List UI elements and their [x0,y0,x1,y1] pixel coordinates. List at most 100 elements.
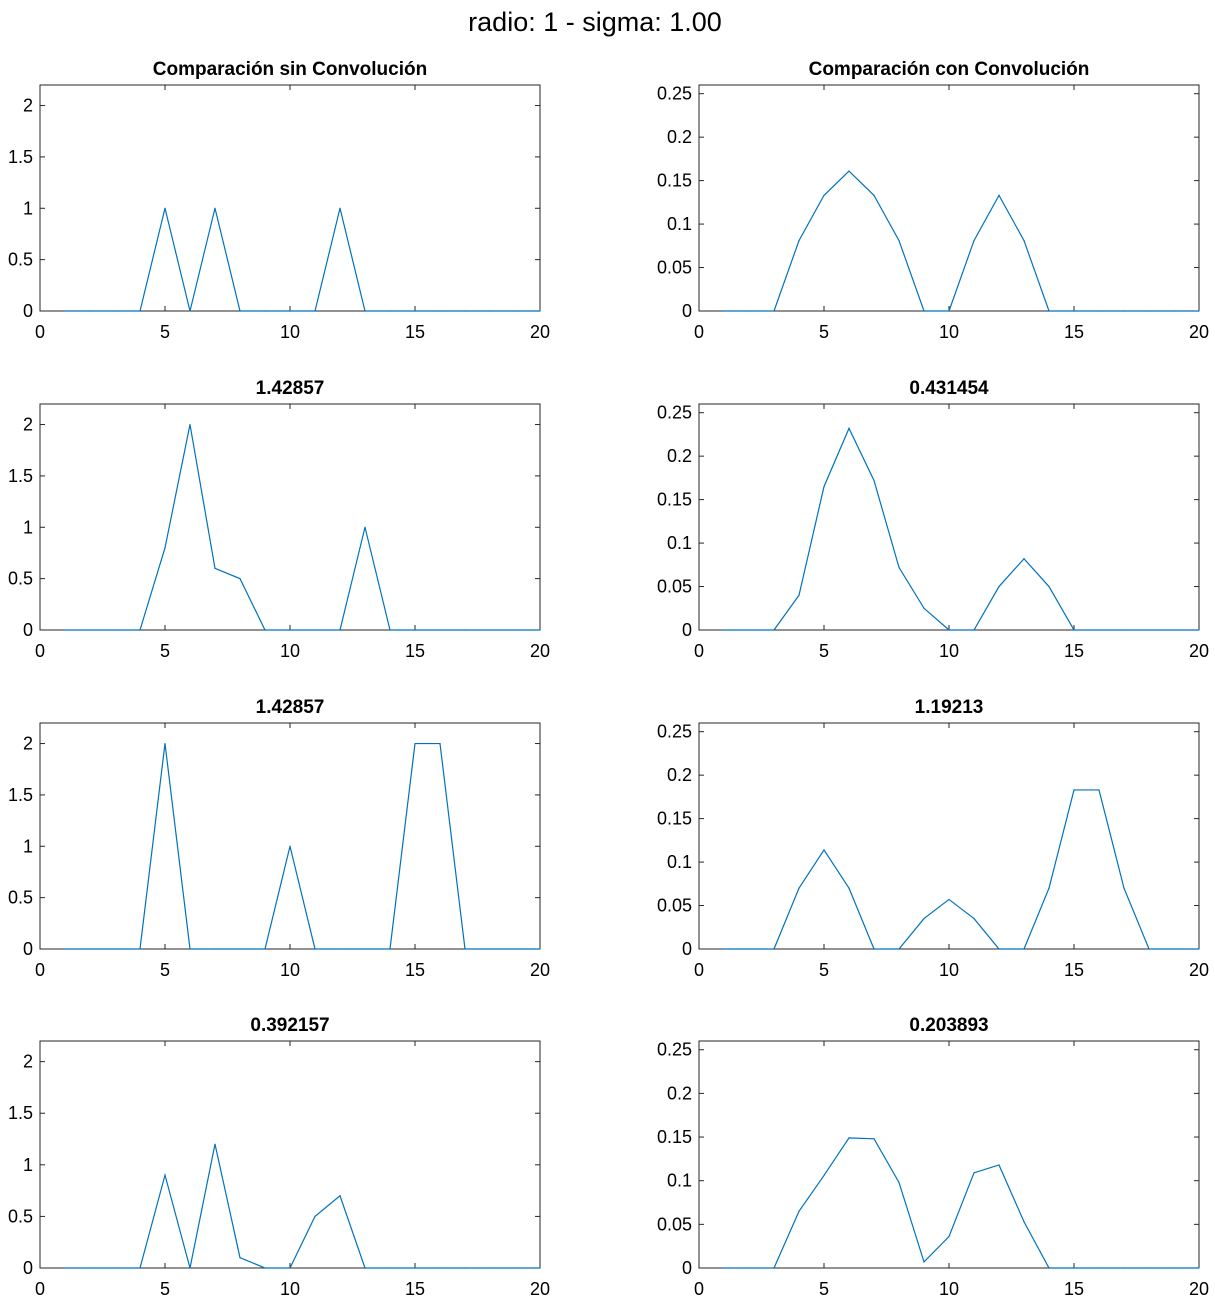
data-point [948,898,950,901]
x-tick-label: 20 [1189,960,1209,980]
y-tick-label: 0.5 [8,1206,33,1226]
data-point [514,310,516,312]
data-point [848,427,850,429]
data-point [1023,1221,1025,1223]
data-point [314,310,316,312]
y-tick-label: 2 [23,415,33,435]
data-point [748,310,750,312]
data-point [873,194,875,196]
subplot-8: 0 5 10 15 20 0 0.05 0.1 0.15 0.2 0.25 0.203893 [657,1015,1209,1299]
data-point [1073,789,1075,791]
x-tick-label: 10 [939,960,959,980]
data-point [1023,948,1025,950]
data-point [414,742,416,745]
series-line [65,208,540,312]
data-point [89,948,91,950]
data-point [1048,310,1050,312]
data-point [923,310,925,312]
axes-box [698,722,1200,950]
y-tick-label: 0.15 [657,809,692,829]
x-tick-label: 10 [939,641,959,661]
data-point [514,1267,516,1269]
y-tick-label: 1.5 [8,147,33,167]
data-point [539,310,541,312]
data-point [214,1143,216,1145]
data-point [414,310,416,312]
data-point [1098,789,1100,791]
data-point [748,629,750,631]
x-tick-label: 15 [405,960,425,980]
y-tick-label: 1 [23,1155,33,1175]
y-tick-label: 0 [682,301,692,321]
y-tick-label: 2 [23,734,33,754]
data-point [1048,585,1050,588]
data-point [798,887,800,889]
data-point [723,1267,725,1269]
data-point [539,948,541,950]
data-point [114,310,116,312]
subplot-6: 0 5 10 15 20 0 0.05 0.1 0.15 0.2 0.25 1.19213 [657,697,1209,980]
x-tick-label: 15 [405,1279,425,1299]
data-point [239,310,241,312]
data-point [289,1267,291,1269]
data-point [723,310,725,312]
data-point [1123,887,1125,889]
y-tick-label: 1 [23,836,33,856]
data-point [439,310,441,312]
data-point [1073,1267,1075,1269]
data-point [364,310,366,312]
data-point [1173,948,1175,950]
y-tick-label: 0.2 [667,765,692,785]
data-point [489,629,491,631]
data-point [823,1174,825,1177]
y-tick-label: 0 [682,620,692,640]
data-point [489,1267,491,1269]
data-point [1098,629,1100,631]
y-tick-label: 1.5 [8,1103,33,1123]
x-tick-label: 0 [35,960,45,980]
x-tick-label: 5 [819,641,829,661]
data-point [998,1164,1000,1166]
y-tick-label: 0.1 [667,214,692,234]
axes-box [698,84,1200,312]
data-point [723,948,725,950]
y-tick-label: 0.2 [667,446,692,466]
y-tick-label: 0 [682,939,692,959]
y-tick-label: 0.2 [667,1083,692,1103]
data-point [139,629,141,631]
data-point [923,917,925,920]
x-tick-label: 10 [939,1279,959,1299]
data-point [439,742,441,745]
data-point [214,207,216,209]
data-point [439,629,441,631]
x-tick-label: 20 [1189,322,1209,342]
data-point [414,629,416,631]
data-point [314,948,316,950]
data-point [748,948,750,950]
axes-box [39,722,541,950]
data-point [264,629,266,631]
data-point [114,948,116,950]
y-tick-label: 2 [23,1052,33,1072]
data-point [64,310,66,312]
y-tick-label: 1 [23,517,33,537]
x-tick-label: 20 [530,641,550,661]
x-tick-label: 0 [35,1279,45,1299]
y-tick-label: 0.15 [657,1127,692,1147]
x-tick-label: 15 [1064,1279,1084,1299]
subplot-title: Comparación con Convolución [809,59,1090,80]
y-tick-label: 0.1 [667,852,692,872]
data-point [189,310,191,312]
data-point [848,170,850,172]
y-tick-label: 0.05 [657,896,692,916]
y-tick-label: 0 [23,301,33,321]
series-line [724,170,1199,312]
x-tick-label: 5 [160,322,170,342]
data-point [1123,629,1125,631]
data-point [239,578,241,580]
axes-box [39,403,541,631]
data-point [289,845,291,847]
subplot-title: 0.203893 [909,1015,988,1036]
